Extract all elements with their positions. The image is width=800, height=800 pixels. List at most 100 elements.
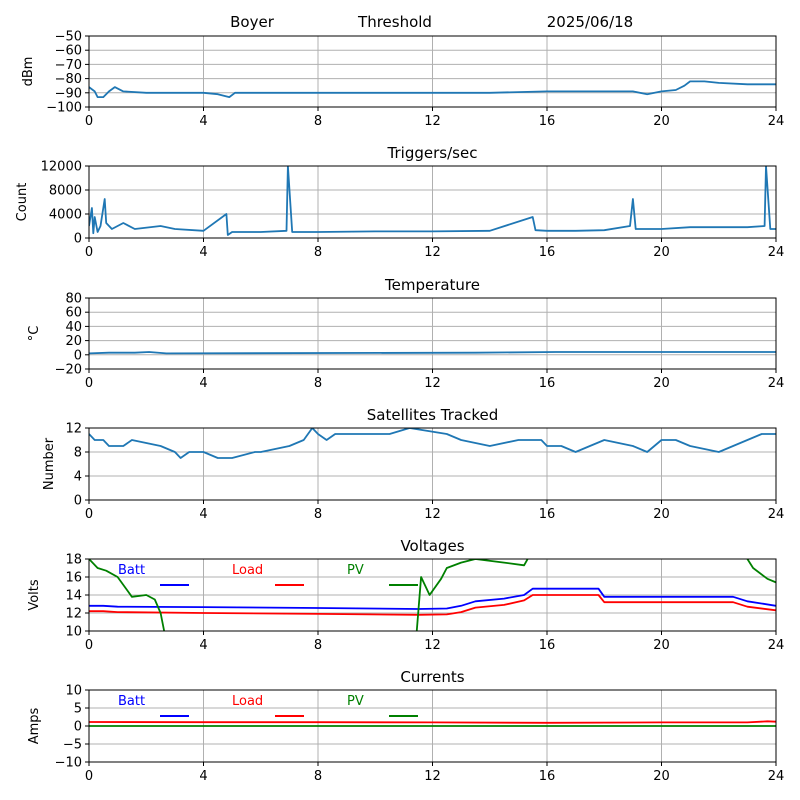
y-tick-label: −50 <box>55 30 82 45</box>
series-line-pv <box>89 559 776 631</box>
y-tick-label: −70 <box>55 58 82 73</box>
x-tick-label: 20 <box>653 507 670 522</box>
x-tick-label: 4 <box>199 638 207 653</box>
y-tick-label: 12 <box>65 422 82 437</box>
x-tick-label: 12 <box>424 376 441 391</box>
y-tick-label: 10 <box>65 684 82 699</box>
header-date: 2025/06/18 <box>547 13 633 31</box>
y-tick-label: 10 <box>65 625 82 640</box>
x-tick-label: 8 <box>314 507 322 522</box>
x-tick-label: 4 <box>199 114 207 129</box>
x-tick-label: 8 <box>314 114 322 129</box>
y-axis-label: °C <box>27 326 42 342</box>
x-tick-label: 12 <box>424 638 441 653</box>
chart-panel-4: 0 4 8 12 16 20 24 0 4 8 12 Satellites Tracked Number <box>42 406 784 522</box>
chart-panel-2: 0 4 8 12 16 20 24 0 4000 8000 12000 Triggers/sec Cou… <box>15 144 784 260</box>
chart-title: Temperature <box>384 276 480 294</box>
y-tick-label: 0 <box>74 232 82 247</box>
series-line-load <box>89 594 776 616</box>
x-tick-label: 16 <box>539 507 556 522</box>
chart-title: Triggers/sec <box>387 144 478 162</box>
x-tick-label: 24 <box>768 507 785 522</box>
x-tick-label: 12 <box>424 769 441 784</box>
x-tick-label: 4 <box>199 245 207 260</box>
y-tick-label: −20 <box>55 363 82 378</box>
x-tick-label: 8 <box>314 245 322 260</box>
x-tick-label: 4 <box>199 507 207 522</box>
legend-label-pv: PV <box>347 563 364 578</box>
y-axis-label: Number <box>42 437 57 490</box>
chart-panel-1: 0 4 8 12 16 20 24 −100−90−80−70−60−50 dBm <box>21 30 784 130</box>
y-tick-label: 14 <box>65 589 82 604</box>
y-tick-label: −100 <box>46 101 82 116</box>
y-tick-label: 12 <box>65 607 82 622</box>
legend-label-batt: Batt <box>118 694 145 709</box>
x-tick-label: 24 <box>768 376 785 391</box>
header-mode: Threshold <box>357 13 432 31</box>
chart-title: Satellites Tracked <box>367 406 498 424</box>
series-line-batt <box>89 587 776 610</box>
y-tick-label: 4 <box>74 470 82 485</box>
series-line-load <box>89 720 776 724</box>
x-tick-label: 24 <box>768 245 785 260</box>
y-tick-label: 18 <box>65 553 82 568</box>
legend-label-pv: PV <box>347 694 364 709</box>
series-line <box>89 428 776 459</box>
series-line <box>89 166 776 236</box>
y-axis-label: dBm <box>21 57 36 87</box>
x-tick-label: 20 <box>653 245 670 260</box>
y-axis-label: Amps <box>27 707 42 744</box>
x-tick-label: 16 <box>539 245 556 260</box>
x-tick-label: 0 <box>85 114 93 129</box>
chart-title: Currents <box>400 668 464 686</box>
x-tick-label: 0 <box>85 507 93 522</box>
header-station: Boyer <box>230 13 275 31</box>
x-tick-label: 20 <box>653 638 670 653</box>
x-tick-label: 0 <box>85 638 93 653</box>
y-tick-label: −5 <box>63 738 82 753</box>
x-tick-label: 24 <box>768 114 785 129</box>
x-tick-label: 16 <box>539 376 556 391</box>
y-tick-label: 16 <box>65 571 82 586</box>
x-tick-label: 0 <box>85 376 93 391</box>
y-tick-label: −90 <box>55 86 82 101</box>
x-tick-label: 12 <box>424 245 441 260</box>
x-tick-label: 24 <box>768 638 785 653</box>
x-tick-label: 8 <box>314 638 322 653</box>
y-tick-label: 80 <box>65 292 82 307</box>
y-tick-label: 20 <box>65 334 82 349</box>
x-tick-label: 24 <box>768 769 785 784</box>
legend-label-batt: Batt <box>118 563 145 578</box>
y-tick-label: 4000 <box>49 208 82 223</box>
chart-panel-5: 0 4 8 12 16 20 24 10 12 14 16 18 Voltages Volts Batt Lo… <box>27 537 784 653</box>
y-tick-label: 8 <box>74 446 82 461</box>
x-tick-label: 16 <box>539 638 556 653</box>
chart-panel-6: 0 4 8 12 16 20 24 −10 −5 0 5 10 Currents Amps Batt Load… <box>27 668 784 784</box>
x-tick-label: 12 <box>424 114 441 129</box>
y-tick-label: −80 <box>55 72 82 87</box>
x-tick-label: 20 <box>653 376 670 391</box>
x-tick-label: 0 <box>85 769 93 784</box>
y-tick-label: 5 <box>74 702 82 717</box>
x-tick-label: 12 <box>424 507 441 522</box>
x-tick-label: 20 <box>653 114 670 129</box>
x-tick-label: 16 <box>539 114 556 129</box>
y-tick-label: 40 <box>65 320 82 335</box>
y-axis-label: Volts <box>27 579 42 611</box>
x-tick-label: 8 <box>314 769 322 784</box>
series-line <box>89 80 776 98</box>
y-tick-label: 0 <box>74 494 82 509</box>
y-tick-label: 0 <box>74 348 82 363</box>
y-tick-label: −10 <box>55 756 82 771</box>
legend-label-load: Load <box>232 563 263 578</box>
x-tick-label: 4 <box>199 769 207 784</box>
y-tick-label: −60 <box>55 44 82 59</box>
y-axis-label: Count <box>15 183 30 222</box>
x-tick-label: 4 <box>199 376 207 391</box>
x-tick-label: 0 <box>85 245 93 260</box>
y-tick-label: 60 <box>65 306 82 321</box>
y-tick-label: 12000 <box>41 160 82 175</box>
chart-title: Voltages <box>400 537 464 555</box>
